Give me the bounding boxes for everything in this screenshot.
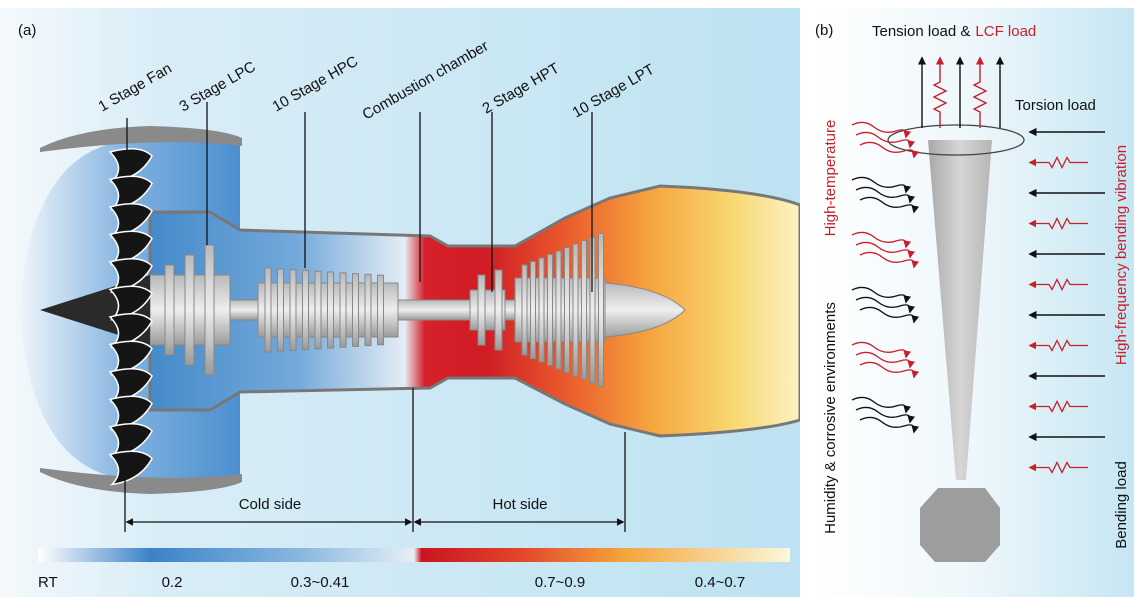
colorbar-label: 0.2 [162, 574, 183, 591]
colorbar-label: 0.7~0.9 [535, 574, 585, 591]
colorbar-label: 0.4~0.7 [695, 574, 745, 591]
blade-root [920, 488, 1000, 562]
hpt-disc [478, 275, 485, 345]
hpc-disc [365, 274, 371, 345]
lpt-disc [556, 251, 561, 369]
hpc-disc [278, 269, 284, 351]
lpc-disc [205, 245, 214, 375]
hpc-disc [290, 270, 296, 351]
cold-side-label: Cold side [239, 496, 302, 513]
lpt-disc [522, 265, 527, 355]
tension-load: Tension load & [872, 23, 970, 40]
colorbar-label: 0.3~0.41 [291, 574, 350, 591]
hpc-disc [303, 270, 309, 349]
figure: (a) 1 Stage Fan3 Stage LPC10 Stage HPCCo… [0, 0, 1134, 597]
lpt-disc [539, 258, 544, 362]
lpc-disc [185, 255, 194, 365]
bending-label: Bending load [1113, 461, 1130, 549]
lpt-disc [573, 244, 578, 376]
lpc-disc [165, 265, 174, 355]
high-temperature-label: High-temperature [822, 120, 839, 237]
hpc-disc [353, 274, 359, 347]
torsion-label: Torsion load [1015, 97, 1096, 114]
panel-gap [800, 8, 810, 597]
lpt-disc [582, 241, 587, 380]
panel-label: (a) [18, 22, 36, 39]
vibration-label: High-frequency bending vibration [1113, 145, 1130, 365]
lcf-load: LCF load [975, 23, 1036, 40]
hpt-disc [495, 270, 502, 350]
page: (a) 1 Stage Fan3 Stage LPC10 Stage HPCCo… [0, 0, 1134, 597]
panel-label: (b) [815, 22, 833, 39]
hpc-disc [315, 271, 321, 349]
lpt-disc [565, 248, 570, 373]
humidity-label: Humidity & corrosive environments [822, 302, 839, 534]
lpt-disc [531, 262, 536, 359]
lpt-disc [599, 234, 604, 387]
lpt-disc [548, 255, 553, 366]
hpc-disc [340, 273, 346, 347]
temperature-colorbar [38, 548, 790, 562]
hot-side-label: Hot side [492, 496, 547, 513]
hpc-disc [328, 272, 334, 348]
colorbar-label: RT [38, 574, 58, 591]
hpc-disc [265, 268, 271, 352]
tension-title: Tension load & LCF load [872, 23, 1036, 40]
hpc-disc [378, 275, 384, 345]
